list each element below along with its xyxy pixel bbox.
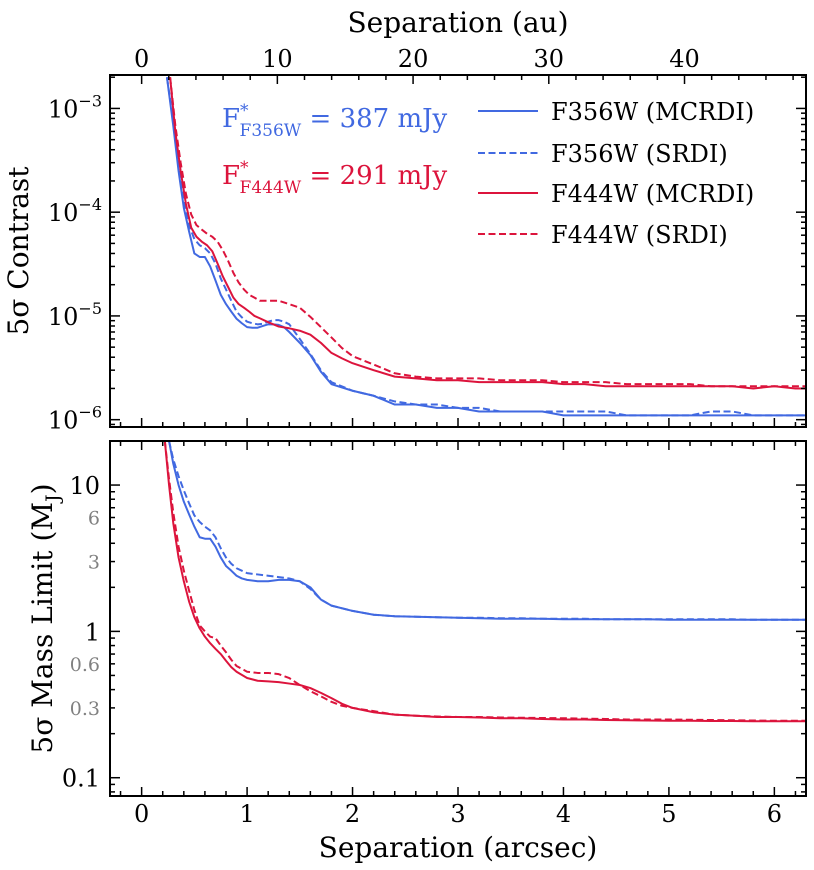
y-tick-label: 1 [85, 618, 100, 646]
annotation-part: * [240, 158, 249, 178]
annotation-part: * [240, 101, 249, 121]
annotation-part: F356W [240, 121, 302, 141]
y-minor-tick-label: 0.6 [70, 654, 100, 676]
x-tick-label: 6 [767, 800, 782, 828]
annotation-part: F [222, 104, 240, 134]
flux-annotation-f444: F* F444W = 291 mJy [222, 158, 448, 198]
top-plot-frame [109, 74, 807, 428]
tick-mantissa: 10 [48, 407, 79, 435]
au-tick-label: 0 [134, 45, 149, 73]
au-tick-label: 30 [534, 45, 565, 73]
tick-mantissa: 10 [48, 199, 79, 227]
tick-exponent: −4 [78, 195, 102, 214]
flux-annotation-f356: F* F356W = 387 mJy [222, 101, 448, 141]
top-y-axis-title: 5σ Contrast [2, 166, 35, 336]
axis-title-part: J [42, 494, 64, 504]
annotation-part: = 291 mJy [301, 161, 447, 191]
bottom-y-axis-title: 5σ Mass Limit (MJ) [26, 483, 64, 753]
y-minor-tick-label: 6 [88, 508, 100, 530]
annotation-part: F [222, 161, 240, 191]
tick-exponent: −5 [78, 299, 102, 318]
x-tick-label: 0 [134, 800, 149, 828]
tick-mantissa: 10 [48, 303, 79, 331]
y-tick-label: 10−5 [48, 299, 102, 331]
legend-label: F444W (MCRDI) [551, 180, 754, 208]
series-line-f444w-srdi- [163, 441, 806, 722]
annotation-part: = 387 mJy [301, 104, 447, 134]
series-line-f356w-srdi- [165, 77, 806, 417]
legend-label: F444W (SRDI) [551, 221, 728, 249]
annotation-part: F444W [240, 178, 302, 198]
top-x-axis-title: Separation (au) [347, 6, 568, 39]
x-tick-label: 1 [239, 800, 254, 828]
series-line-f444w-mcrdi- [163, 441, 806, 723]
au-tick-label: 10 [262, 45, 293, 73]
x-tick-label: 3 [450, 800, 465, 828]
au-tick-label: 40 [669, 45, 700, 73]
x-tick-label: 5 [661, 800, 676, 828]
y-tick-label: 10−4 [48, 195, 102, 227]
bottom-panel: 0 1 2 3 4 5 6 Separation (arcsec) 0.1 1 10 0.3 0.6 3 6… [26, 440, 807, 864]
legend-label: F356W (SRDI) [551, 140, 728, 168]
legend-label: F356W (MCRDI) [551, 98, 754, 126]
au-tick-label: 20 [398, 45, 429, 73]
y-tick-label: 0.1 [62, 765, 100, 793]
tick-exponent: −3 [78, 91, 102, 110]
series-line-f356w-mcrdi- [168, 441, 806, 621]
axis-title-part: ) [26, 483, 59, 494]
x-tick-label: 2 [345, 800, 360, 828]
series-line-f444w-srdi- [169, 77, 806, 388]
tick-mantissa: 10 [48, 95, 79, 123]
y-tick-label: 10−6 [48, 403, 102, 435]
axis-title-part: 5σ Mass Limit (M [26, 502, 59, 754]
bottom-x-axis-title: Separation (arcsec) [319, 831, 598, 864]
y-tick-label: 10−3 [48, 91, 102, 123]
series-line-f444w-mcrdi- [169, 77, 806, 390]
x-tick-label: 4 [556, 800, 571, 828]
tick-exponent: −6 [78, 403, 102, 422]
y-tick-label: 10 [69, 472, 100, 500]
y-minor-tick-label: 0.3 [70, 698, 100, 720]
y-minor-tick-label: 3 [88, 552, 100, 574]
series-line-f356w-srdi- [168, 441, 806, 621]
